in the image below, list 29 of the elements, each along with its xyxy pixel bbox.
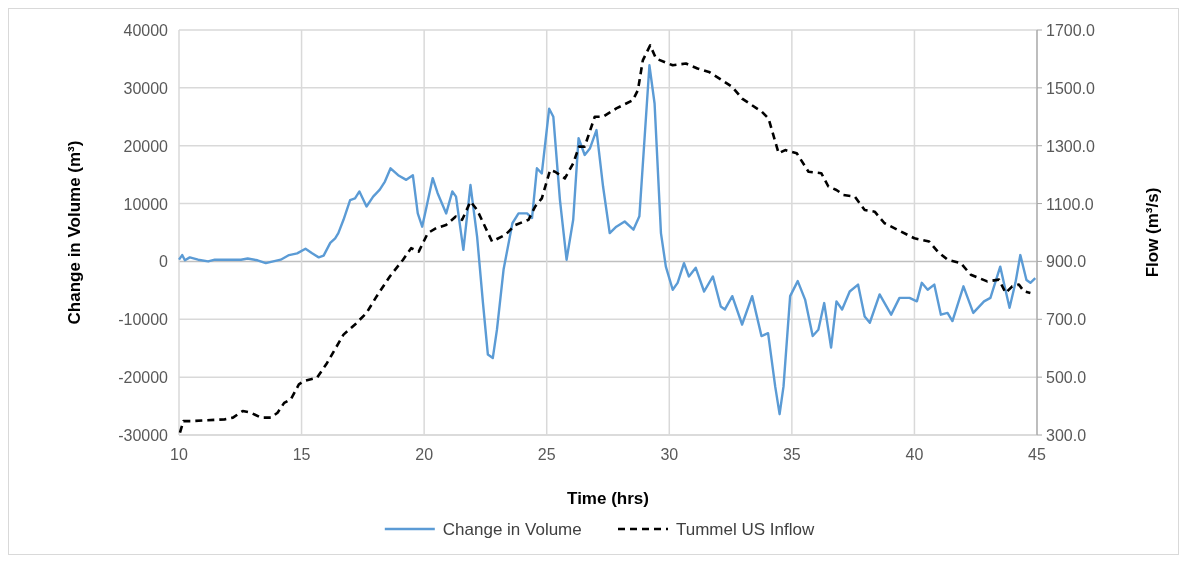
y2-tick-label: 900.0 [1046, 253, 1087, 271]
y-tick-label: -20000 [118, 369, 169, 387]
y2-tick-label: 1300.0 [1046, 137, 1096, 155]
y-axis-title: Change in Volume (m³) [65, 140, 84, 325]
x-tick-label: 25 [537, 446, 556, 463]
y-tick-label: -30000 [118, 427, 169, 444]
x-tick-label: 10 [170, 446, 188, 463]
y2-tick-label: 500.0 [1046, 369, 1087, 387]
x-tick-label: 45 [1028, 446, 1046, 463]
y2-tick-label: 1500.0 [1046, 79, 1096, 97]
y-tick-label: 40000 [123, 22, 169, 39]
y-tick-label: 0 [159, 253, 169, 271]
y-tick-label: 30000 [123, 79, 169, 97]
y2-tick-label: 300.0 [1046, 427, 1087, 444]
y2-axis-title: Flow (m³/s) [1143, 187, 1162, 278]
y-tick-label: -10000 [118, 311, 169, 329]
x-tick-label: 40 [905, 446, 924, 463]
x-tick-label: 20 [415, 446, 434, 463]
x-axis-title: Time (hrs) [567, 489, 649, 508]
x-tick-label: 15 [292, 446, 311, 463]
y2-tick-label: 1100.0 [1046, 195, 1094, 213]
x-tick-label: 35 [782, 446, 801, 463]
legend-label: Tummel US Inflow [676, 520, 815, 539]
x-tick-label: 30 [660, 446, 679, 463]
y2-tick-label: 700.0 [1046, 311, 1087, 329]
y-tick-label: 10000 [123, 195, 169, 213]
y2-tick-label: 1700.0 [1046, 22, 1096, 39]
y-tick-label: 20000 [123, 137, 169, 155]
legend-label: Change in Volume [442, 520, 582, 539]
